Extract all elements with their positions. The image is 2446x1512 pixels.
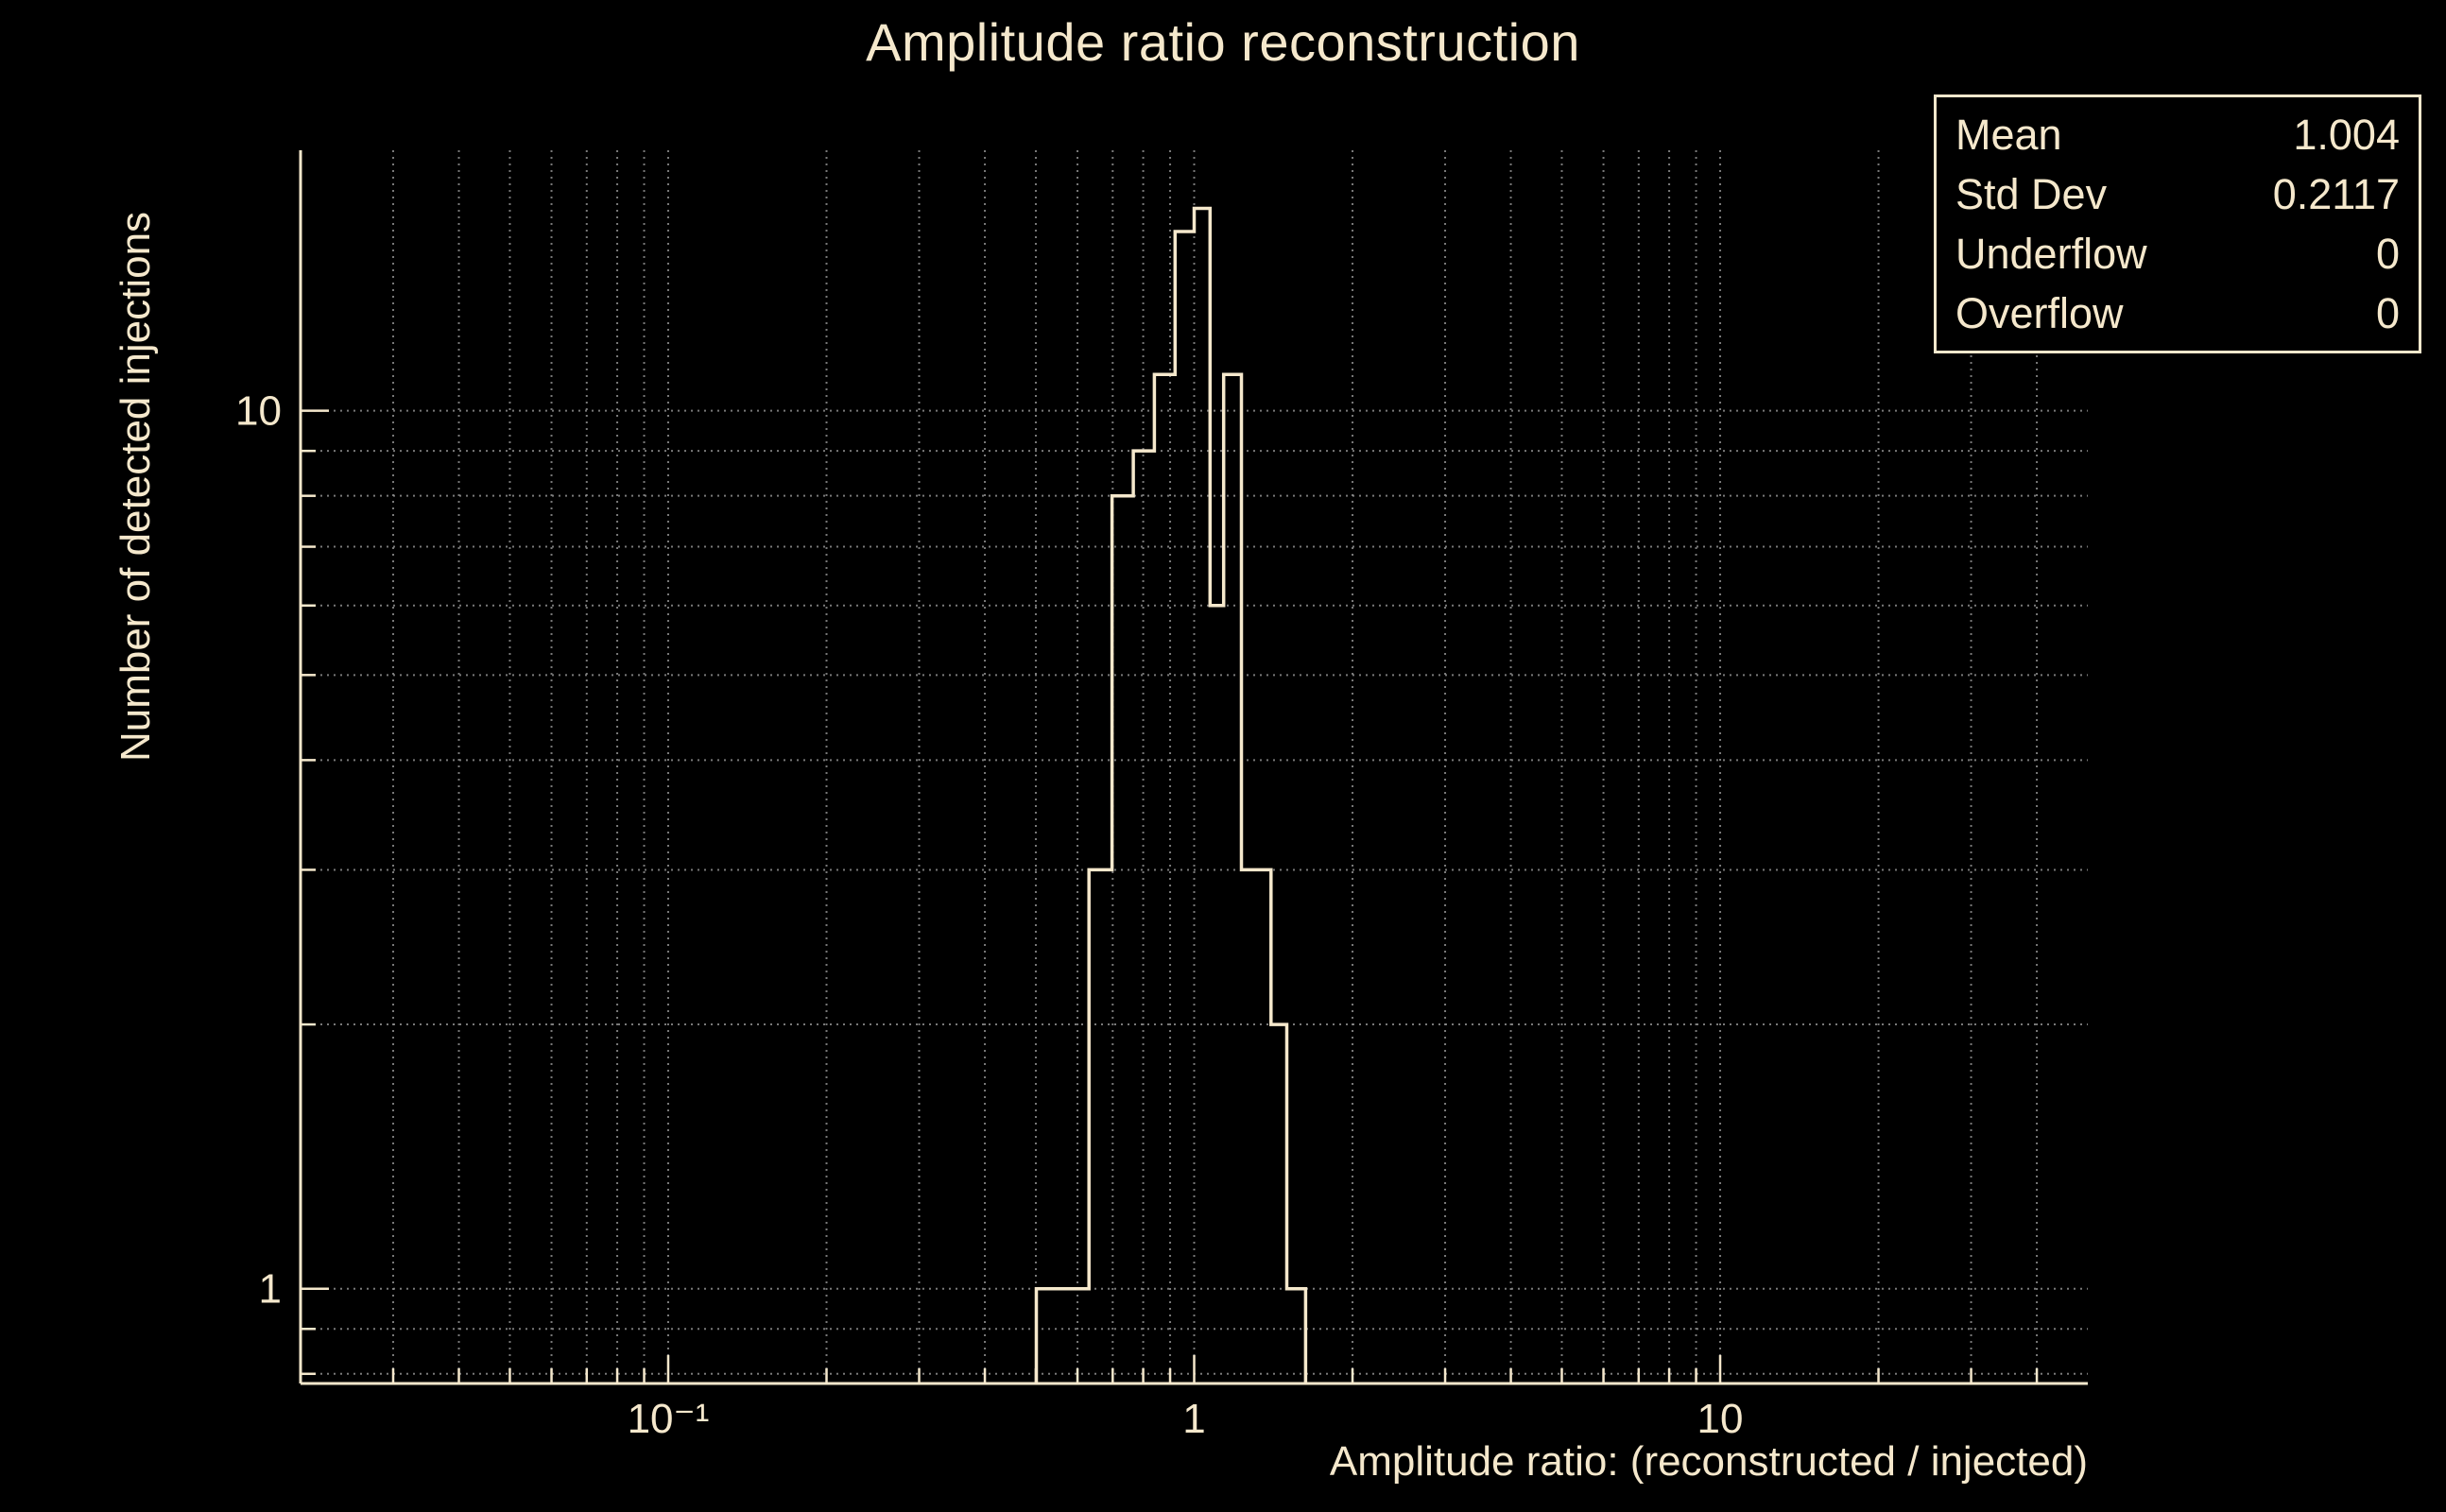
stats-row-overflow: Overflow 0: [1955, 284, 2400, 343]
plot-title: Amplitude ratio reconstruction: [866, 12, 1580, 72]
x-tick-label: 10⁻¹: [628, 1396, 710, 1442]
stats-value-mean: 1.004: [2293, 111, 2400, 159]
stats-label-stddev: Std Dev: [1955, 170, 2108, 218]
stats-box: Mean 1.004 Std Dev 0.2117 Underflow 0 Ov…: [1934, 94, 2421, 353]
stats-value-overflow: 0: [2375, 289, 2400, 337]
stats-label-mean: Mean: [1955, 111, 2062, 159]
y-axis-title-text: Number of detected injections: [112, 211, 160, 763]
x-tick-label: 1: [1182, 1396, 1205, 1442]
stats-row-mean: Mean 1.004: [1955, 105, 2400, 164]
stats-label-overflow: Overflow: [1955, 289, 2124, 337]
stats-label-underflow: Underflow: [1955, 230, 2147, 278]
stats-row-underflow: Underflow 0: [1955, 224, 2400, 284]
stats-value-stddev: 0.2117: [2272, 170, 2400, 218]
x-tick-label: 10: [1697, 1396, 1744, 1442]
histogram-line: [1034, 206, 1308, 1383]
x-axis-title: Amplitude ratio: (reconstructed / inject…: [1329, 1438, 2088, 1485]
y-tick-label: 1: [259, 1266, 282, 1313]
y-axis-title: Number of detected injections: [112, 90, 161, 884]
stats-row-stddev: Std Dev 0.2117: [1955, 164, 2400, 224]
y-tick-label: 10: [235, 388, 282, 435]
stats-value-underflow: 0: [2375, 230, 2400, 278]
